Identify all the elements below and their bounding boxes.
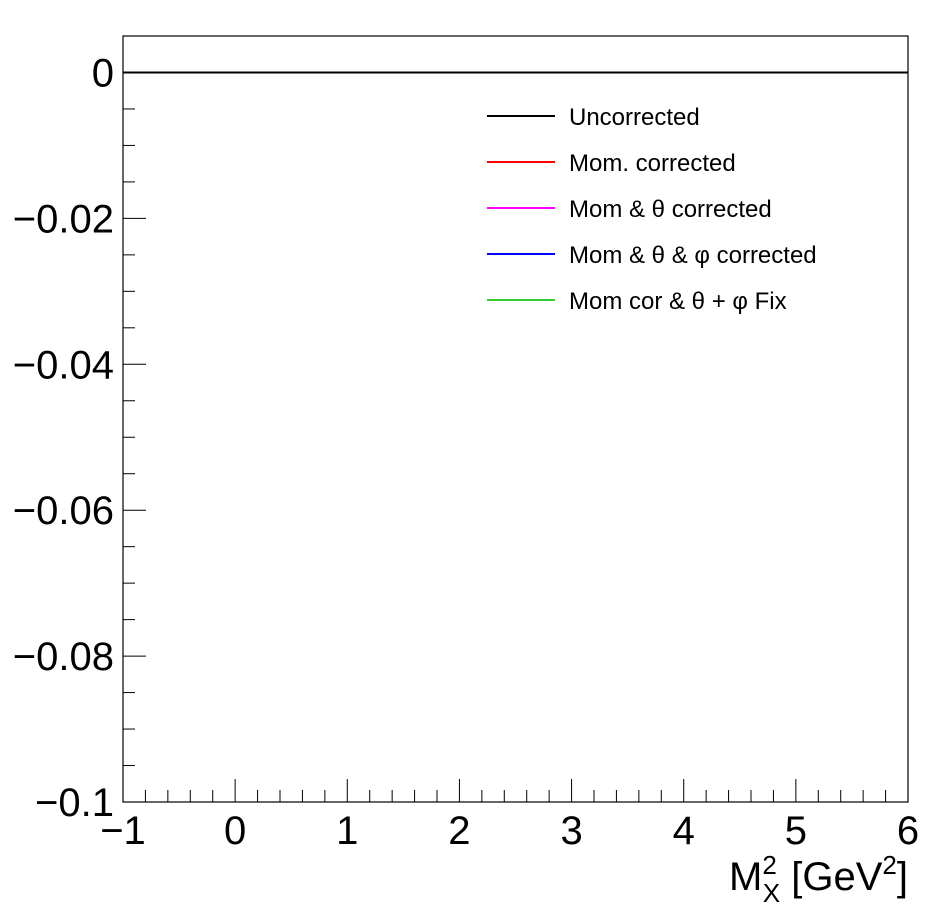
y-axis-ticks: 0 −0.02 −0.04 −0.06 −0.08 −0.1 bbox=[13, 35, 146, 825]
legend-label: Mom. corrected bbox=[569, 150, 736, 177]
y-tick-label: −0.02 bbox=[13, 197, 114, 241]
x-axis-title: M2 X [GeV2] bbox=[729, 850, 908, 908]
x-tick-label: 2 bbox=[448, 809, 470, 853]
x-tick-label: −1 bbox=[100, 809, 146, 853]
plot-frame bbox=[122, 35, 909, 803]
x-tick-label: 0 bbox=[224, 809, 246, 853]
legend-label: Mom & θ corrected bbox=[569, 196, 772, 223]
y-tick-label: −0.04 bbox=[13, 343, 114, 387]
x-axis-ticks: −1 0 1 2 3 4 5 6 bbox=[100, 779, 919, 853]
y-tick-label: −0.1 bbox=[35, 781, 114, 825]
x-tick-label: 4 bbox=[673, 809, 695, 853]
x-tick-label: 1 bbox=[336, 809, 358, 853]
y-tick-label: −0.08 bbox=[13, 635, 114, 679]
x-tick-label: 5 bbox=[785, 809, 807, 853]
x-tick-label: 6 bbox=[897, 809, 919, 853]
legend-label: Mom cor & θ + φ Fix bbox=[569, 288, 787, 315]
legend-label: Uncorrected bbox=[569, 104, 700, 131]
y-tick-label: −0.06 bbox=[13, 489, 114, 533]
legend: Uncorrected Mom. corrected Mom & θ correct… bbox=[487, 104, 817, 315]
y-tick-label: 0 bbox=[92, 51, 114, 95]
x-tick-label: 3 bbox=[560, 809, 582, 853]
legend-label: Mom & θ & φ corrected bbox=[569, 242, 817, 269]
